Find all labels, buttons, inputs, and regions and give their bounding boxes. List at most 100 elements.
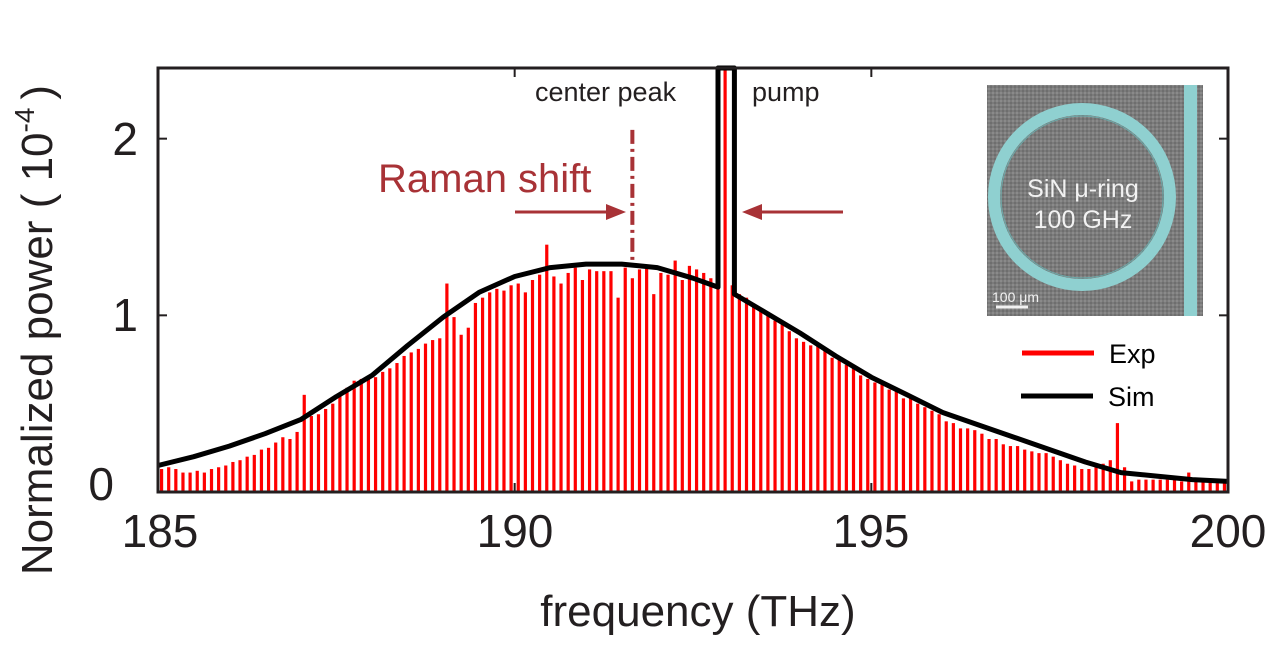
exp-bar [431, 340, 435, 492]
exp-bar [844, 364, 848, 492]
exp-bar [723, 68, 727, 492]
exp-bar [866, 378, 870, 492]
exp-bar [266, 447, 271, 492]
exp-bar [438, 338, 442, 492]
exp-bar [345, 387, 349, 492]
exp-bar [809, 345, 813, 492]
y-tick-0: 0 [88, 458, 114, 510]
exp-bar [1130, 481, 1134, 492]
exp-bar [630, 278, 634, 492]
legend-label-exp: Exp [1109, 339, 1156, 369]
exp-bar [1165, 479, 1169, 492]
exp-bar [309, 416, 313, 492]
tick-marks [157, 68, 1229, 493]
exp-bar [958, 428, 963, 492]
exp-bar [823, 350, 827, 492]
exp-bar [645, 265, 649, 492]
exp-bar [559, 283, 563, 492]
exp-bar [302, 394, 306, 492]
exp-bar [1151, 479, 1155, 492]
exp-bar [452, 317, 456, 492]
exp-bar [480, 297, 485, 492]
exp-bar [908, 398, 913, 492]
exp-bar [894, 391, 898, 492]
exp-bar [502, 290, 506, 492]
exp-bar [1144, 479, 1148, 492]
exp-bar [1051, 456, 1055, 492]
exp-bar [423, 343, 428, 492]
exp-bar [1108, 460, 1112, 492]
exp-bar [316, 414, 321, 492]
exp-bar [466, 327, 470, 492]
exp-bar [366, 377, 371, 492]
exp-bar [801, 341, 806, 492]
exp-bar [702, 272, 706, 492]
exp-bar [609, 271, 613, 492]
exp-bar [195, 470, 199, 492]
exp-bar [1180, 481, 1184, 492]
exp-bar [288, 439, 292, 492]
exp-bar [545, 244, 549, 492]
exp-bar [580, 280, 585, 492]
exp-bar [901, 398, 906, 492]
exp-bar [281, 437, 285, 492]
exp-bar [331, 403, 335, 492]
exp-bar [744, 297, 749, 492]
exp-bar [980, 433, 984, 492]
exp-bar [766, 311, 770, 492]
exp-bar [794, 338, 799, 492]
pump-label: pump [752, 77, 820, 107]
exp-bar [324, 408, 328, 492]
exp-bar [787, 331, 791, 492]
exp-bar [530, 280, 535, 492]
exp-bar [381, 371, 385, 492]
exp-bar [1030, 451, 1034, 492]
exp-bar [1008, 446, 1013, 492]
exp-bar [1001, 444, 1005, 492]
exp-bar [587, 269, 592, 492]
exp-bar [887, 389, 891, 492]
exp-bar [352, 380, 356, 492]
exp-bar [1023, 449, 1027, 492]
exp-bar [752, 304, 756, 492]
exp-bar [1101, 463, 1105, 492]
exp-bar [409, 352, 413, 492]
exp-bar [737, 294, 741, 492]
exp-bar [873, 382, 877, 492]
exp-bar [259, 449, 264, 492]
exp-bar [680, 280, 684, 492]
exp-bar [687, 265, 692, 492]
exp-bar [851, 364, 856, 492]
exp-bar [1194, 481, 1198, 492]
exp-bar [595, 271, 599, 492]
exp-bar [538, 274, 542, 492]
exp-bar [509, 285, 513, 492]
exp-bar [623, 267, 627, 492]
exp-bar [274, 442, 278, 492]
y-tick-1: 1 [112, 289, 138, 341]
inset-scale-label: 100 μm [992, 289, 1039, 305]
exp-bar [652, 294, 656, 492]
exp-bar [395, 363, 399, 492]
exp-bar [830, 357, 834, 492]
x-axis-label: frequency (THz) [540, 587, 855, 636]
exp-bar [1080, 469, 1084, 492]
exp-bar [181, 472, 185, 492]
exp-bar [488, 292, 492, 492]
exp-bar [1058, 460, 1062, 492]
legend: Exp Sim [1021, 339, 1156, 412]
exp-bar [880, 384, 884, 492]
exp-bar [1158, 479, 1162, 492]
exp-bar [1073, 465, 1077, 492]
exp-bar [937, 414, 941, 492]
exp-bar [951, 423, 955, 492]
exp-bar [602, 271, 606, 492]
exp-bar [673, 260, 677, 492]
exp-bar [217, 467, 221, 492]
exp-bar [224, 465, 228, 492]
sim-curve [157, 65, 1229, 484]
exp-bar [730, 285, 734, 492]
raman-shift-label: Raman shift [378, 157, 591, 201]
center-peak-label: center peak [535, 77, 677, 107]
raman-arrow-left [742, 204, 843, 220]
